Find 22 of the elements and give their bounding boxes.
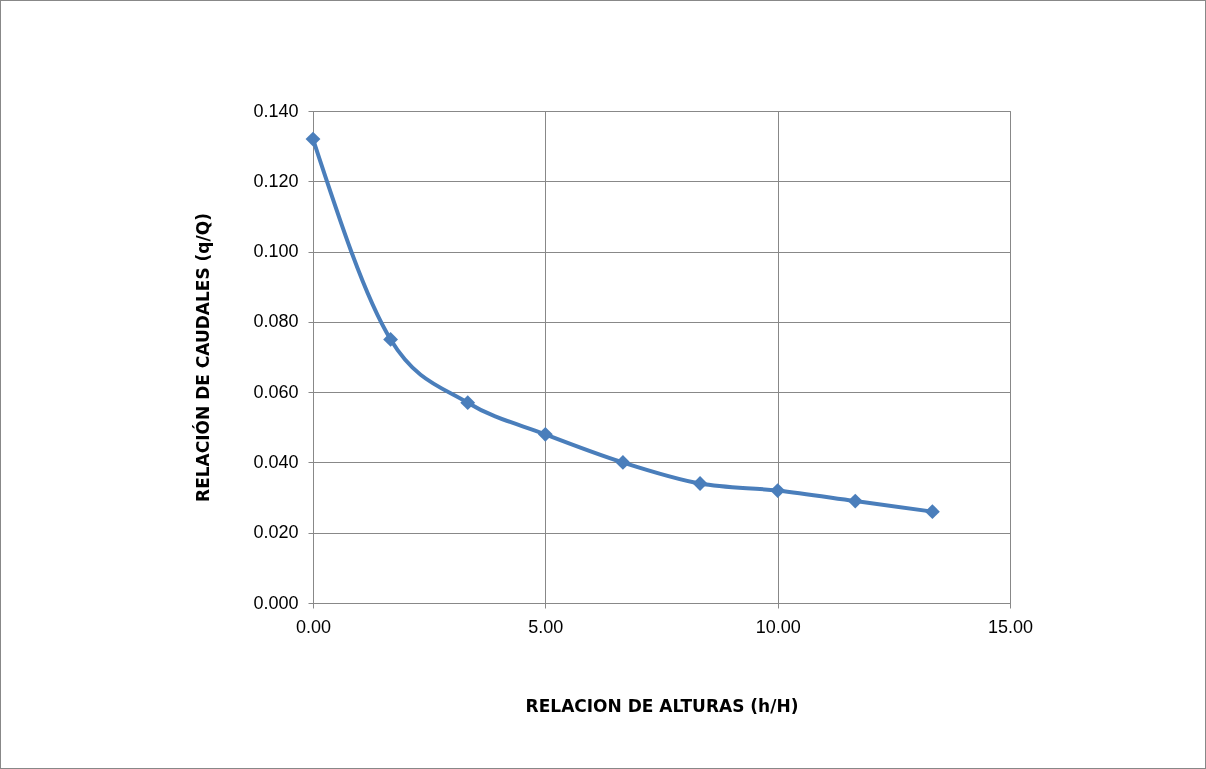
point — [460, 395, 476, 411]
point — [847, 493, 863, 509]
y-axis-title: RELACIÓN DE CAUDALES (q/Q) — [192, 213, 214, 502]
point — [770, 483, 786, 498]
y-tick-label: 0.080 — [253, 311, 299, 332]
y-tick-label: 0.100 — [253, 241, 299, 262]
y-tick-label: 0.140 — [253, 100, 299, 121]
x-tick-label: 0.00 — [295, 616, 332, 637]
point — [537, 426, 553, 442]
point — [383, 332, 399, 347]
y-tick-label: 0.060 — [253, 381, 299, 402]
y-tick-label: 0.000 — [253, 592, 299, 613]
point — [615, 455, 631, 470]
x-axis-title: RELACION DE ALTURAS (h/H) — [525, 695, 799, 716]
y-tick-label: 0.120 — [253, 170, 299, 191]
y-tick-label: 0.020 — [253, 522, 299, 543]
point — [305, 131, 321, 147]
point — [924, 504, 940, 520]
y-tick-label: 0.040 — [253, 451, 299, 472]
x-tick-label: 15.00 — [987, 616, 1034, 637]
x-tick-label: 10.00 — [755, 616, 801, 637]
x-tick-label: 5.00 — [528, 616, 564, 637]
